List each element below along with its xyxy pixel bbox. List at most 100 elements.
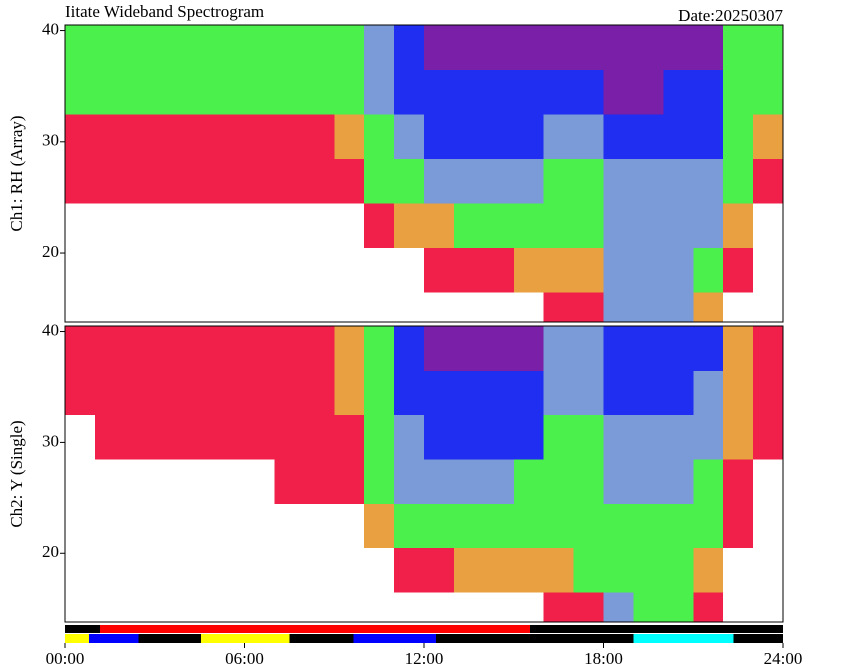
heatmap-cell — [334, 247, 365, 293]
heatmap-cell — [483, 291, 515, 323]
heatmap-cell — [304, 592, 335, 623]
heatmap-cell — [364, 547, 395, 593]
heatmap-cell — [483, 25, 515, 70]
heatmap-cell — [663, 247, 694, 293]
heatmap-cell — [424, 370, 455, 416]
heatmap-cell — [693, 247, 724, 293]
heatmap-cell — [483, 503, 515, 549]
heatmap-cell — [274, 158, 305, 204]
heatmap-cell — [364, 503, 395, 549]
heatmap-cell — [693, 459, 724, 504]
heatmap-cell — [603, 370, 634, 416]
heatmap-cell — [214, 202, 245, 248]
heatmap-cell — [244, 69, 275, 115]
heatmap-cell — [753, 503, 784, 549]
heatmap-cell — [124, 459, 156, 504]
heatmap-cell — [693, 202, 724, 248]
heatmap-cell — [154, 247, 186, 293]
heatmap-cell — [274, 414, 305, 460]
y-tick-label: 20 — [42, 242, 59, 261]
heatmap-cell — [753, 547, 784, 593]
heatmap-cell — [424, 158, 455, 204]
heatmap-cell — [543, 592, 575, 623]
status-segment — [435, 634, 634, 643]
heatmap-cell — [124, 69, 156, 115]
heatmap-cell — [603, 113, 634, 159]
heatmap-cell — [453, 414, 485, 460]
heatmap-cell — [244, 459, 275, 504]
heatmap-cell — [453, 113, 485, 159]
heatmap-cell — [274, 547, 305, 593]
heatmap-cell — [274, 247, 305, 293]
heatmap-cell — [364, 113, 395, 159]
heatmap-cell — [124, 291, 156, 323]
heatmap-cell — [603, 459, 634, 504]
heatmap-cell — [124, 25, 156, 70]
heatmap-cell — [424, 113, 455, 159]
heatmap-cell — [244, 414, 275, 460]
heatmap-cell — [334, 158, 365, 204]
heatmap-cell — [244, 291, 275, 323]
x-tick-label: 00:00 — [46, 649, 85, 668]
heatmap-cell — [753, 326, 784, 371]
heatmap-cell — [334, 414, 365, 460]
heatmap-cell — [94, 247, 126, 293]
heatmap-cell — [573, 547, 604, 593]
status-segment — [201, 634, 290, 643]
heatmap-cell — [573, 459, 604, 504]
heatmap-cell — [663, 25, 694, 70]
y-axis-label: Ch1: RH (Array) — [7, 115, 26, 231]
heatmap-cell — [603, 326, 634, 371]
heatmap-cell — [633, 158, 664, 204]
heatmap-cell — [723, 202, 754, 248]
heatmap-cell — [124, 547, 156, 593]
heatmap-cell — [124, 592, 156, 623]
heatmap-cell — [603, 414, 634, 460]
heatmap-cell — [184, 25, 216, 70]
heatmap-cell — [214, 326, 245, 371]
heatmap-cell — [573, 69, 604, 115]
heatmap-cell — [334, 370, 365, 416]
heatmap-cell — [184, 547, 216, 593]
heatmap-cell — [453, 69, 485, 115]
heatmap-cell — [184, 158, 216, 204]
heatmap-cell — [753, 202, 784, 248]
heatmap-cell — [723, 547, 754, 593]
heatmap-cell — [753, 370, 784, 416]
heatmap-cell — [753, 414, 784, 460]
heatmap-cell — [663, 202, 694, 248]
heatmap-cell — [65, 158, 96, 204]
heatmap-cell — [424, 25, 455, 70]
heatmap-cell — [334, 291, 365, 323]
heatmap-cell — [663, 158, 694, 204]
heatmap-cell — [214, 370, 245, 416]
status-segment — [289, 634, 354, 643]
heatmap-cell — [663, 503, 694, 549]
heatmap-cell — [573, 202, 604, 248]
heatmap-cell — [723, 113, 754, 159]
heatmap-cell — [304, 326, 335, 371]
heatmap-cell — [214, 69, 245, 115]
heatmap-cell — [394, 459, 425, 504]
heatmap-cell — [483, 69, 515, 115]
heatmap-cell — [184, 503, 216, 549]
heatmap-cell — [633, 113, 664, 159]
status-segment — [733, 634, 783, 643]
heatmap-cell — [214, 459, 245, 504]
heatmap-cell — [304, 113, 335, 159]
y-tick-label: 20 — [42, 542, 59, 561]
heatmap-cell — [94, 459, 126, 504]
heatmap-cell — [124, 414, 156, 460]
heatmap-cell — [453, 158, 485, 204]
heatmap-cell — [663, 459, 694, 504]
heatmap-cell — [214, 503, 245, 549]
heatmap-cell — [154, 69, 186, 115]
heatmap-cell — [603, 158, 634, 204]
heatmap-cell — [633, 547, 664, 593]
heatmap-cell — [513, 459, 545, 504]
heatmap-cell — [334, 25, 365, 70]
heatmap-cell — [424, 503, 455, 549]
heatmap-cell — [633, 592, 664, 623]
heatmap-cell — [424, 326, 455, 371]
heatmap-cell — [453, 459, 485, 504]
